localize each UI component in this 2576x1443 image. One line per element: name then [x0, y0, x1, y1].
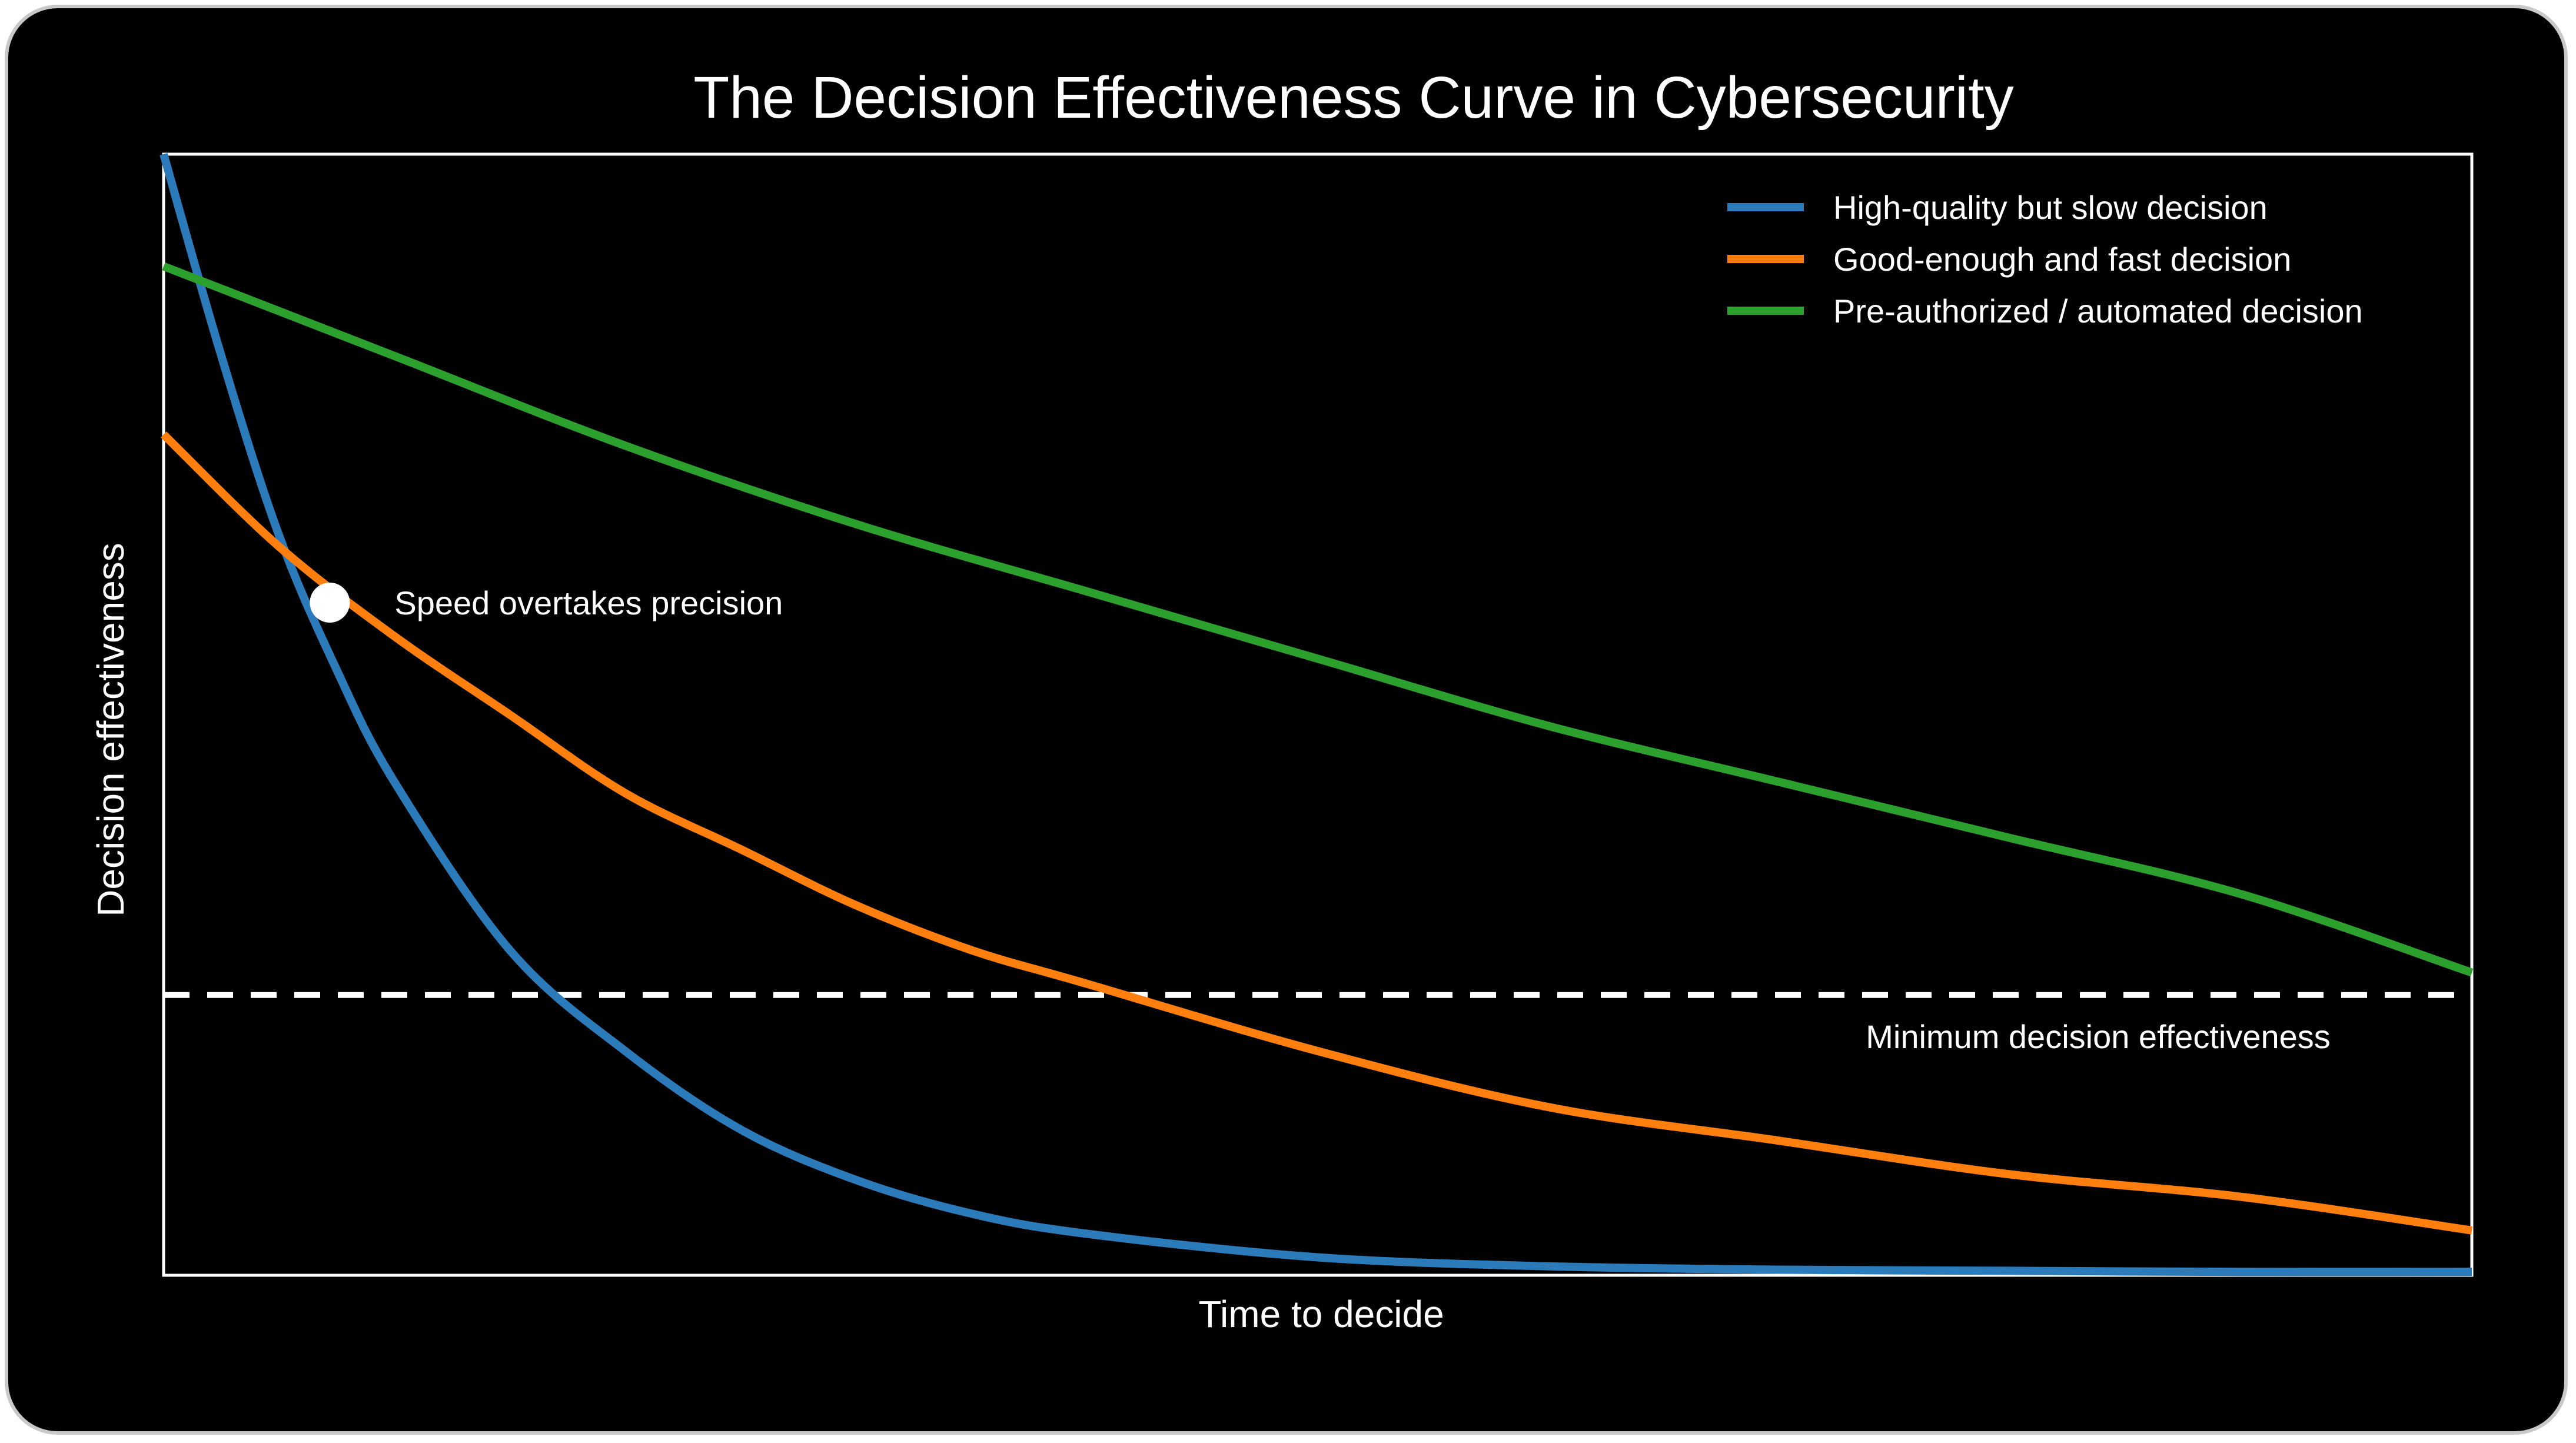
- legend: High-quality but slow decision Good-enoug…: [1727, 189, 2363, 330]
- chart-frame: [5, 5, 2568, 1435]
- chart-title: The Decision Effectiveness Curve in Cybe…: [693, 65, 2014, 131]
- annotation-group: Speed overtakes precision: [310, 583, 783, 623]
- y-axis-label: Decision effectiveness: [89, 543, 132, 917]
- series-line-1: [159, 153, 2472, 1276]
- legend-label-3: Pre-authorized / automated decision: [1833, 292, 2363, 330]
- reference-line-group: Minimum decision effectiveness: [164, 992, 2472, 1055]
- plot-area: [162, 152, 2474, 1277]
- legend-label-1: High-quality but slow decision: [1833, 189, 2268, 226]
- annotation-label: Speed overtakes precision: [394, 584, 783, 621]
- series-group: [159, 153, 2474, 1276]
- reference-line-label: Minimum decision effectiveness: [1866, 1018, 2331, 1055]
- x-axis-label: Time to decide: [1198, 1293, 1444, 1335]
- legend-label-2: Good-enough and fast decision: [1833, 241, 2291, 278]
- annotation-marker: [310, 583, 350, 623]
- series-line-2: [161, 431, 2473, 1235]
- series-line-3: [162, 262, 2474, 977]
